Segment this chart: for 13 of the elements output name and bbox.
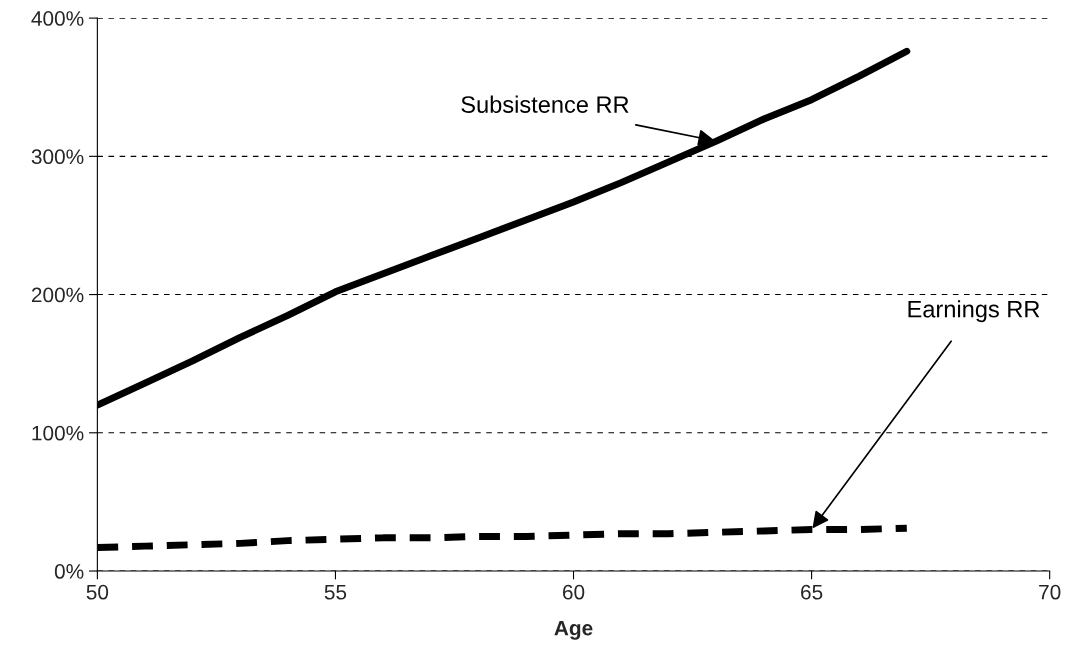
x-tick-label: 50 <box>86 584 109 600</box>
y-tick-label: 200% <box>31 287 84 303</box>
y-tick-label: 400% <box>31 11 84 26</box>
text: Earnings RR <box>908 300 1040 323</box>
y-tick-label: 300% <box>31 149 84 165</box>
y-tick-label: 100% <box>32 425 84 441</box>
x-tick-label: 65 <box>801 584 823 600</box>
x-axis-title: Age <box>554 620 593 640</box>
y-tick-label: 0% <box>54 564 84 579</box>
x-tick-label: 60 <box>562 584 585 600</box>
x-tick-label: 70 <box>1039 584 1061 600</box>
x-tick-label: 55 <box>324 584 347 600</box>
text: Subsistence RR <box>461 95 629 113</box>
